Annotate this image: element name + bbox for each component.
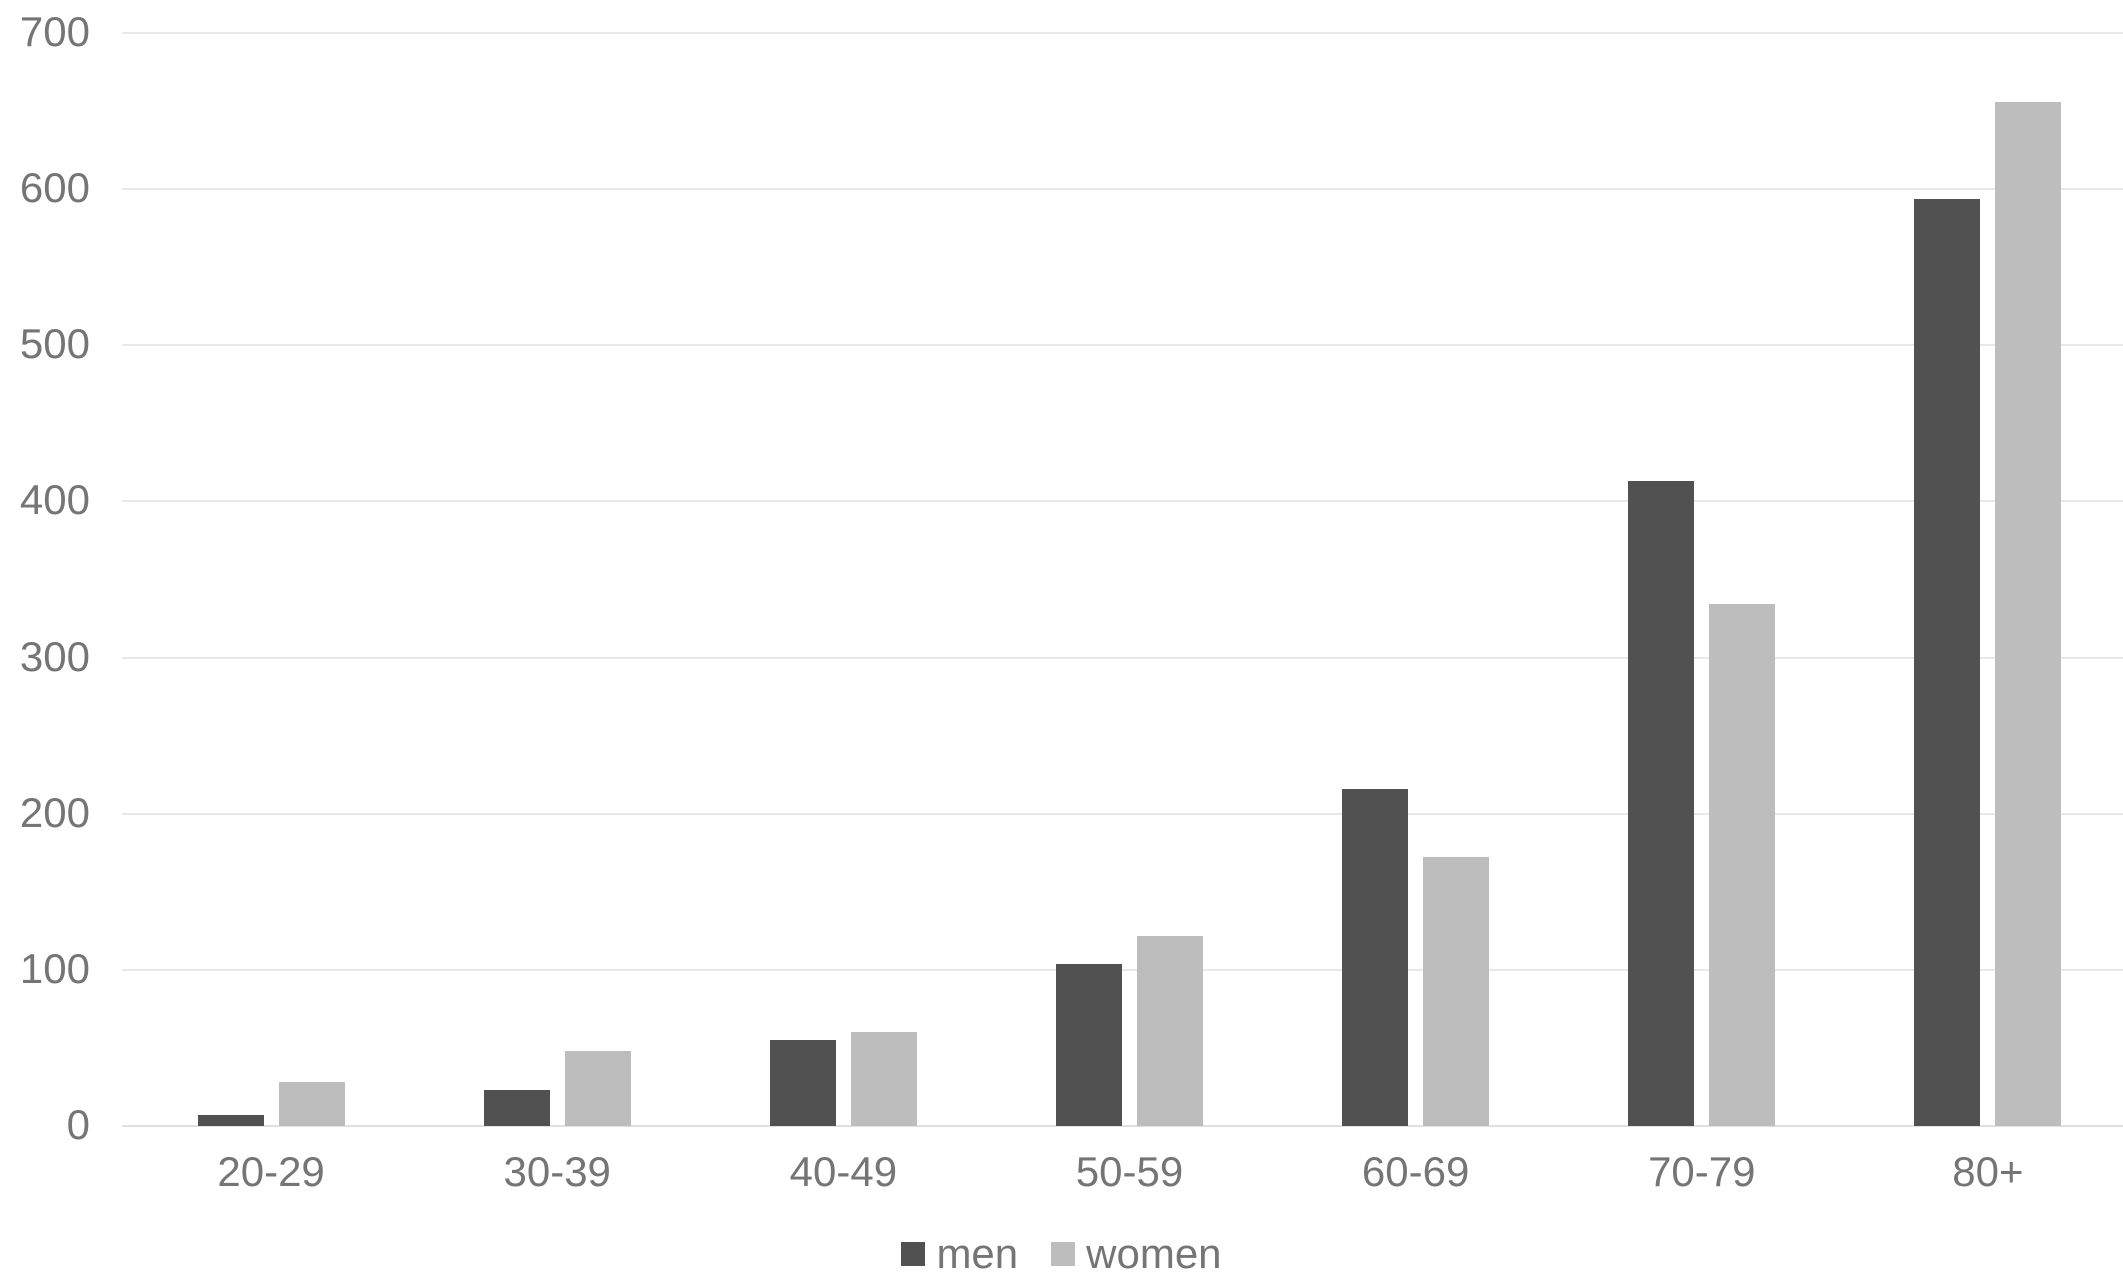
y-tick-label-700: 700: [19, 8, 90, 56]
y-tick-label-0: 0: [66, 1101, 90, 1149]
bar-women-70-79: [1709, 604, 1776, 1126]
x-tick-label-50-59: 50-59: [1075, 1148, 1184, 1195]
x-tick-label-20-29: 20-29: [217, 1148, 325, 1195]
gridline-600: [122, 188, 2123, 190]
bar-group-50-59: [986, 33, 1272, 1126]
x-tick-label-60-69: 60-69: [1361, 1148, 1470, 1195]
legend-label-men: men: [936, 1230, 1019, 1277]
bar-men-40-49: [769, 1040, 836, 1126]
bar-men-50-59: [1055, 964, 1122, 1126]
legend-swatch-men: [901, 1242, 926, 1266]
bar-group-80+: [1845, 33, 2123, 1126]
x-axis-baseline: [122, 1125, 2123, 1127]
y-tick-label-400: 400: [19, 476, 90, 524]
legend: men women: [0, 1230, 2123, 1278]
y-tick-label-100: 100: [19, 945, 90, 993]
y-tick-label-600: 600: [19, 164, 90, 212]
gridline-200: [122, 813, 2123, 815]
bar-group-20-29: [128, 33, 414, 1126]
bar-group-40-49: [700, 33, 986, 1126]
legend-item-women: women: [1051, 1230, 1222, 1278]
x-tick-label-80+: 80+: [1952, 1148, 2024, 1195]
x-axis-tick-labels: 20-29 30-39 40-49 50-59 60-69 70-79 80+: [128, 1148, 2123, 1196]
gridline-500: [122, 344, 2123, 346]
bar-men-30-39: [483, 1090, 550, 1126]
plot-area: [128, 33, 2123, 1126]
bar-men-80+: [1914, 199, 1981, 1126]
gridline-700: [122, 32, 2123, 34]
bar-women-30-39: [564, 1051, 631, 1126]
bar-women-50-59: [1136, 936, 1203, 1126]
bar-group-60-69: [1273, 33, 1559, 1126]
x-tick-label-30-39: 30-39: [503, 1148, 611, 1195]
gridlines: [122, 32, 2123, 1127]
bar-group-70-79: [1559, 33, 1845, 1126]
legend-item-men: men: [901, 1230, 1018, 1278]
bar-women-60-69: [1423, 857, 1490, 1126]
bar-men-20-29: [197, 1115, 264, 1126]
legend-label-women: women: [1086, 1230, 1222, 1277]
y-tick-label-200: 200: [19, 789, 90, 837]
gridline-400: [122, 500, 2123, 502]
bar-women-40-49: [850, 1032, 917, 1126]
x-tick-label-40-49: 40-49: [789, 1148, 898, 1195]
y-tick-label-300: 300: [19, 633, 90, 681]
y-tick-label-500: 500: [19, 320, 90, 368]
bar-men-70-79: [1628, 481, 1695, 1126]
gridline-300: [122, 657, 2123, 659]
x-tick-label-70-79: 70-79: [1648, 1148, 1756, 1195]
legend-swatch-women: [1051, 1242, 1076, 1266]
bar-group-30-39: [414, 33, 700, 1126]
bar-men-60-69: [1342, 789, 1409, 1126]
bar-women-20-29: [278, 1082, 345, 1126]
y-axis-tick-labels: 0 100 200 300 400 500 600 700: [0, 8, 90, 1148]
gridline-100: [122, 969, 2123, 971]
bar-women-80+: [1995, 102, 2062, 1126]
